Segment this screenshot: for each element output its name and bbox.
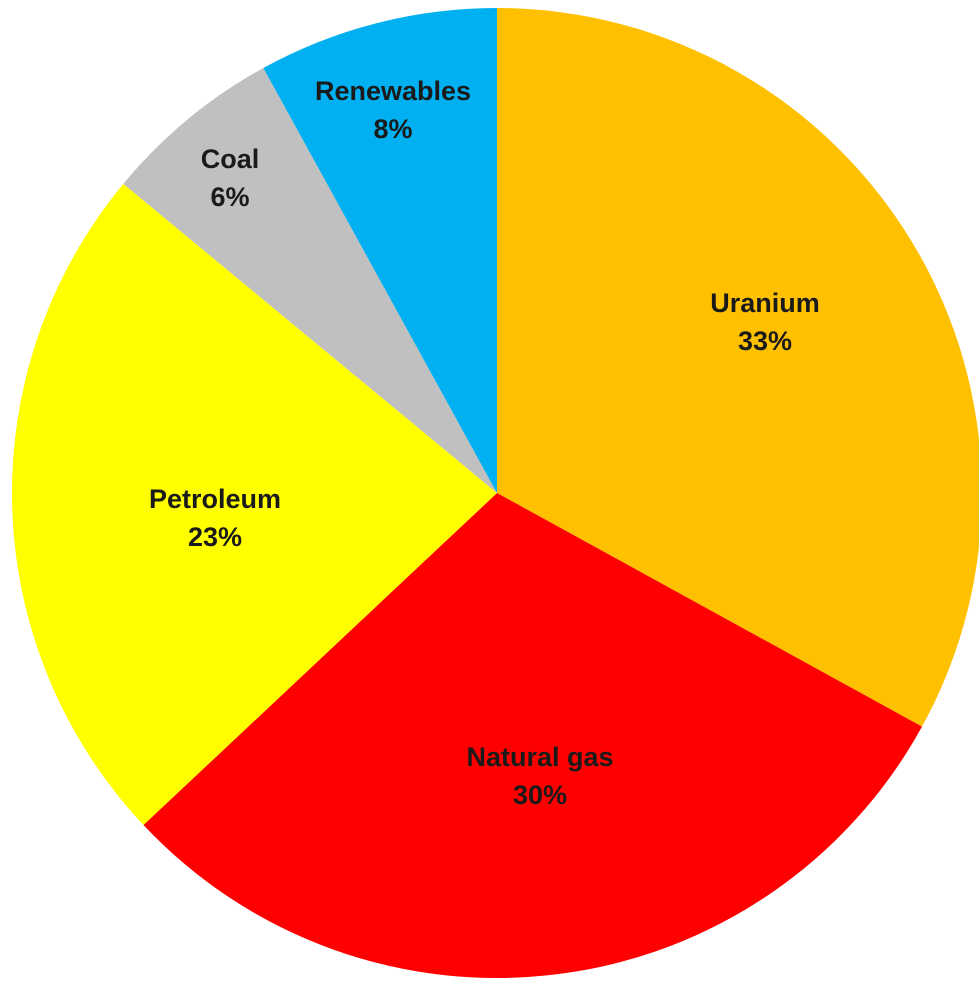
pie-slice-petroleum	[11, 183, 498, 826]
pie-labels: Uranium 33% Natural gas 30% Petroleum 23% Coal…	[149, 76, 820, 810]
slice-label-petroleum: Petroleum	[149, 484, 281, 514]
slice-value-renewables: 8%	[373, 114, 412, 144]
slice-value-petroleum: 23%	[188, 522, 242, 552]
slice-value-uranium: 33%	[738, 326, 792, 356]
pie-slice-uranium	[497, 8, 979, 727]
slice-label-renewables: Renewables	[315, 76, 471, 106]
slice-label-natural-gas: Natural gas	[466, 742, 613, 772]
pie-slice-natural-gas	[143, 493, 923, 979]
pie-slices	[11, 8, 979, 979]
slice-value-coal: 6%	[210, 182, 249, 212]
slice-label-coal: Coal	[201, 144, 260, 174]
slice-value-natural-gas: 30%	[513, 780, 567, 810]
pie-slice-renewables	[263, 8, 497, 493]
pie-slice-coal	[123, 67, 498, 494]
slice-label-uranium: Uranium	[710, 288, 820, 318]
